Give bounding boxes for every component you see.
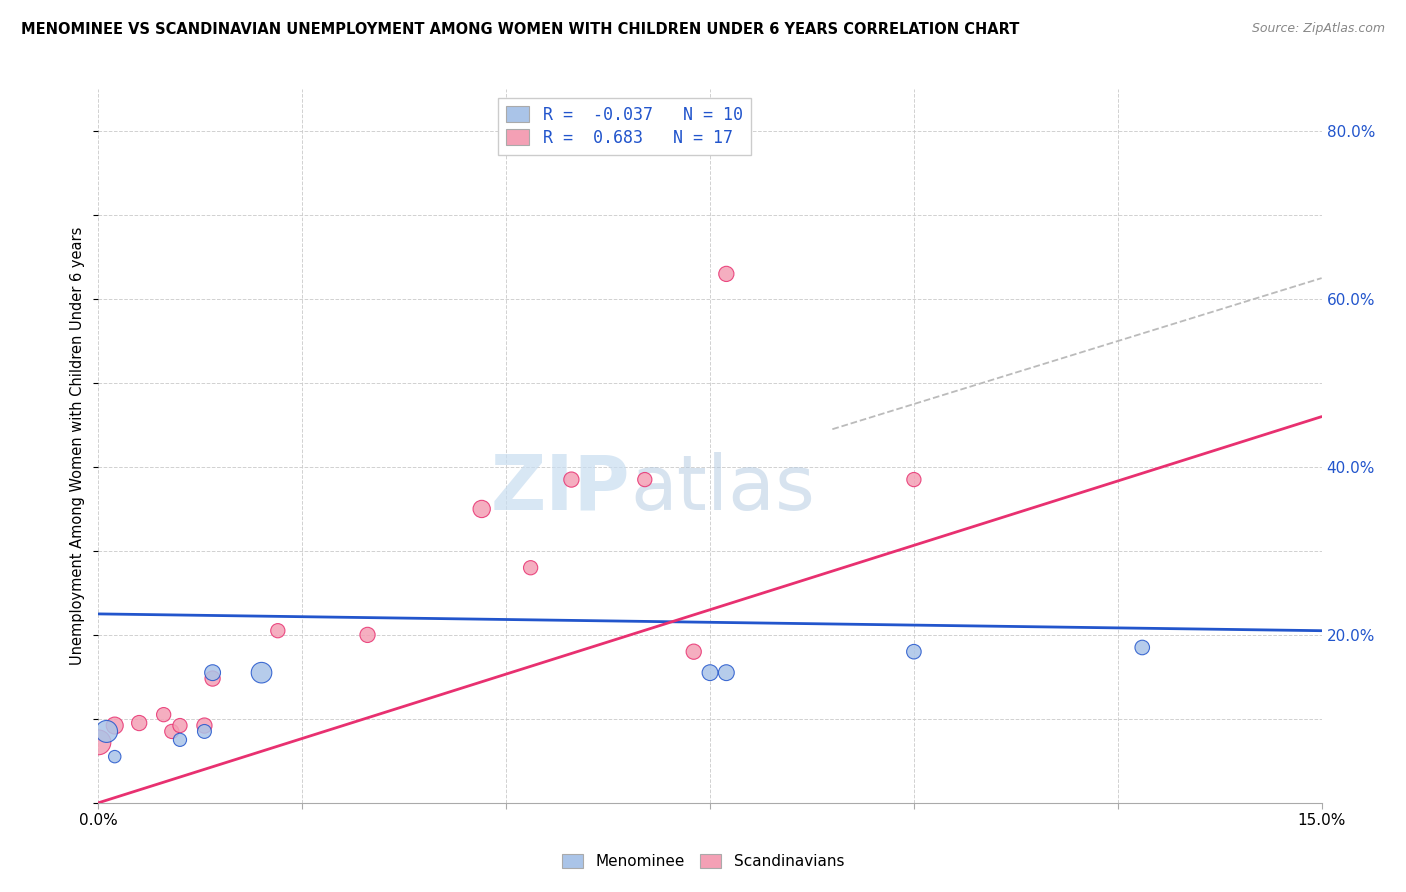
Point — [519, 560, 541, 574]
Legend: Menominee, Scandinavians: Menominee, Scandinavians — [555, 847, 851, 875]
Point — [716, 267, 738, 281]
Point — [169, 732, 191, 747]
Legend: R =  -0.037   N = 10, R =  0.683   N = 17: R = -0.037 N = 10, R = 0.683 N = 17 — [498, 97, 751, 155]
Point — [356, 628, 378, 642]
Point — [128, 716, 150, 731]
Point — [903, 645, 925, 659]
Point — [634, 473, 657, 487]
Point — [471, 502, 494, 516]
Point — [716, 665, 738, 680]
Point — [201, 665, 224, 680]
Point — [1130, 640, 1153, 655]
Text: atlas: atlas — [630, 452, 815, 525]
Point — [96, 724, 118, 739]
Y-axis label: Unemployment Among Women with Children Under 6 years: Unemployment Among Women with Children U… — [70, 227, 86, 665]
Point — [682, 645, 704, 659]
Point — [193, 718, 215, 732]
Point — [87, 735, 110, 749]
Text: Source: ZipAtlas.com: Source: ZipAtlas.com — [1251, 22, 1385, 36]
Point — [193, 724, 215, 739]
Point — [699, 665, 721, 680]
Point — [152, 707, 174, 722]
Point — [104, 718, 127, 732]
Point — [560, 473, 582, 487]
Point — [160, 724, 183, 739]
Point — [250, 665, 273, 680]
Point — [267, 624, 290, 638]
Point — [104, 749, 127, 764]
Point — [201, 672, 224, 686]
Point — [903, 473, 925, 487]
Point — [169, 718, 191, 732]
Text: MENOMINEE VS SCANDINAVIAN UNEMPLOYMENT AMONG WOMEN WITH CHILDREN UNDER 6 YEARS C: MENOMINEE VS SCANDINAVIAN UNEMPLOYMENT A… — [21, 22, 1019, 37]
Text: ZIP: ZIP — [491, 452, 630, 525]
